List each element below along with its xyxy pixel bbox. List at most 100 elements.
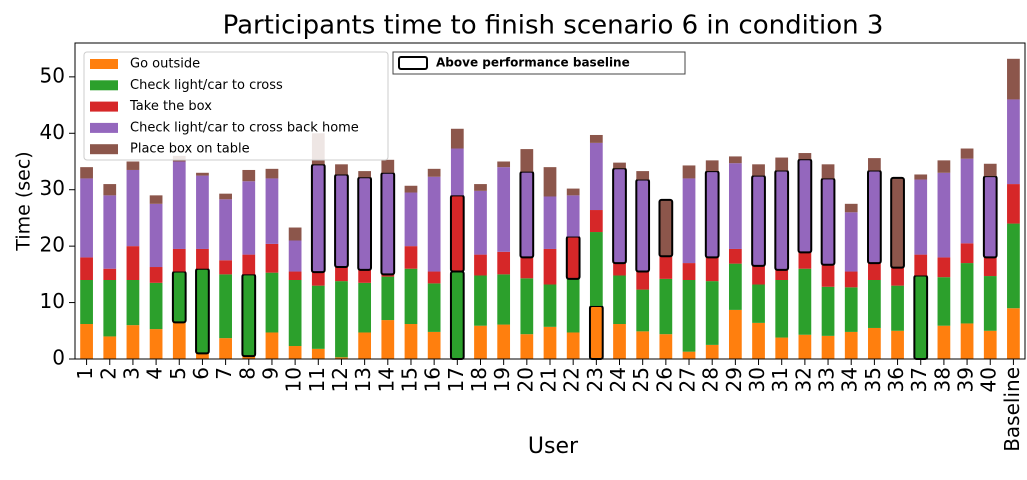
bar-segment xyxy=(589,210,603,233)
legend-label: Go outside xyxy=(130,57,200,72)
bar-segment xyxy=(844,331,858,359)
bar-segment xyxy=(219,199,232,261)
bar-segment xyxy=(427,168,441,177)
bar-segment xyxy=(798,268,812,335)
legend-swatch xyxy=(90,101,118,112)
bar-segment xyxy=(728,309,742,359)
outlined-bar-segment xyxy=(310,163,326,274)
bar-segment xyxy=(566,188,580,196)
bar-segment xyxy=(543,167,557,197)
bar-segment xyxy=(821,335,835,359)
x-tick-label: 6 xyxy=(189,367,213,380)
bar-segment xyxy=(983,276,997,331)
bar-segment xyxy=(404,268,418,325)
bar-segment xyxy=(311,285,325,349)
bar-segment xyxy=(844,287,858,332)
bar-segment xyxy=(520,149,534,172)
x-tick-label: 21 xyxy=(537,367,561,392)
bar-segment xyxy=(613,162,626,169)
bar-segment xyxy=(682,178,696,264)
bar-segment xyxy=(219,193,232,200)
bar-segment xyxy=(1007,308,1020,359)
bar-segment xyxy=(613,324,626,359)
bar-segment xyxy=(242,181,256,255)
bar-segment xyxy=(196,172,209,176)
bar-segment xyxy=(520,278,534,335)
bar-segment xyxy=(566,278,580,333)
x-tick-label: 7 xyxy=(212,367,236,380)
bar-segment xyxy=(149,267,163,283)
bar-segment xyxy=(126,169,140,247)
bar-segment xyxy=(358,282,372,333)
outlined-bar-segment xyxy=(867,169,882,265)
bar-segment xyxy=(288,346,302,359)
x-tick-label: 29 xyxy=(722,367,746,392)
outlined-bar-segment xyxy=(171,270,187,324)
bar-segment xyxy=(520,257,534,279)
bar-segment xyxy=(103,280,117,337)
bar-segment xyxy=(219,274,232,339)
bar-segment xyxy=(728,263,742,310)
bar-segment xyxy=(821,164,835,179)
bar-segment xyxy=(566,195,580,237)
legend-label: Check light/car to cross back home xyxy=(130,120,359,135)
bar-segment xyxy=(914,254,928,276)
bar-segment xyxy=(798,153,812,160)
y-tick-label: 30 xyxy=(40,176,65,200)
bar-segment xyxy=(937,172,951,258)
x-tick-label: 26 xyxy=(652,367,676,392)
legend-swatch xyxy=(90,144,118,155)
outline-legend-swatch xyxy=(398,56,428,70)
bar-segment xyxy=(868,158,881,171)
bar-segment xyxy=(775,269,789,280)
x-tick-label: 23 xyxy=(583,367,607,392)
bar-segment xyxy=(149,195,163,204)
bar-segment xyxy=(358,171,372,178)
bar-segment xyxy=(103,184,117,196)
bar-segment xyxy=(798,334,812,359)
bar-segment xyxy=(265,168,279,179)
bar-segment xyxy=(149,203,163,268)
outlined-bar-segment xyxy=(357,176,373,271)
x-tick-label: 2 xyxy=(96,367,120,380)
bar-segment xyxy=(335,267,348,282)
bar-segment xyxy=(728,163,742,249)
bar-segment xyxy=(983,257,997,277)
bar-segment xyxy=(844,203,858,213)
bar-segment xyxy=(659,334,673,359)
x-tick-label: 40 xyxy=(977,367,1001,392)
x-tick-label: 37 xyxy=(907,367,931,392)
legend-swatch xyxy=(90,59,118,69)
bar-segment xyxy=(427,176,441,272)
bar-segment xyxy=(728,156,742,164)
bar-segment xyxy=(613,263,626,276)
legend-label: Check light/car to cross xyxy=(130,78,283,93)
x-tick-label: 20 xyxy=(513,367,537,392)
y-axis-label: Time (sec) xyxy=(13,151,35,251)
bar-segment xyxy=(497,324,511,359)
bar-segment xyxy=(126,280,140,326)
bar-segment xyxy=(682,351,696,359)
x-tick-label: 28 xyxy=(699,367,723,392)
outlined-bar-segment xyxy=(797,158,813,254)
x-tick-label: 17 xyxy=(444,367,468,392)
bar-segment xyxy=(891,267,904,286)
legend-swatch xyxy=(90,122,118,133)
bar-segment xyxy=(288,227,302,241)
bar-segment xyxy=(196,353,209,359)
outlined-bar-segment xyxy=(635,178,651,273)
bar-segment xyxy=(868,327,881,359)
y-tick-label: 50 xyxy=(40,63,65,87)
bar-segment xyxy=(404,246,418,269)
bar-segment xyxy=(427,331,441,359)
bar-segment xyxy=(450,128,464,149)
bar-segment xyxy=(1007,58,1020,100)
legend-box xyxy=(83,51,389,161)
bar-segment xyxy=(728,248,742,264)
bar-segment xyxy=(914,174,928,180)
bar-segment xyxy=(705,257,719,282)
bar-segment xyxy=(427,271,441,284)
bar-segment xyxy=(335,357,348,359)
outlined-bar-segment xyxy=(195,267,210,355)
bar-segment xyxy=(752,322,765,359)
